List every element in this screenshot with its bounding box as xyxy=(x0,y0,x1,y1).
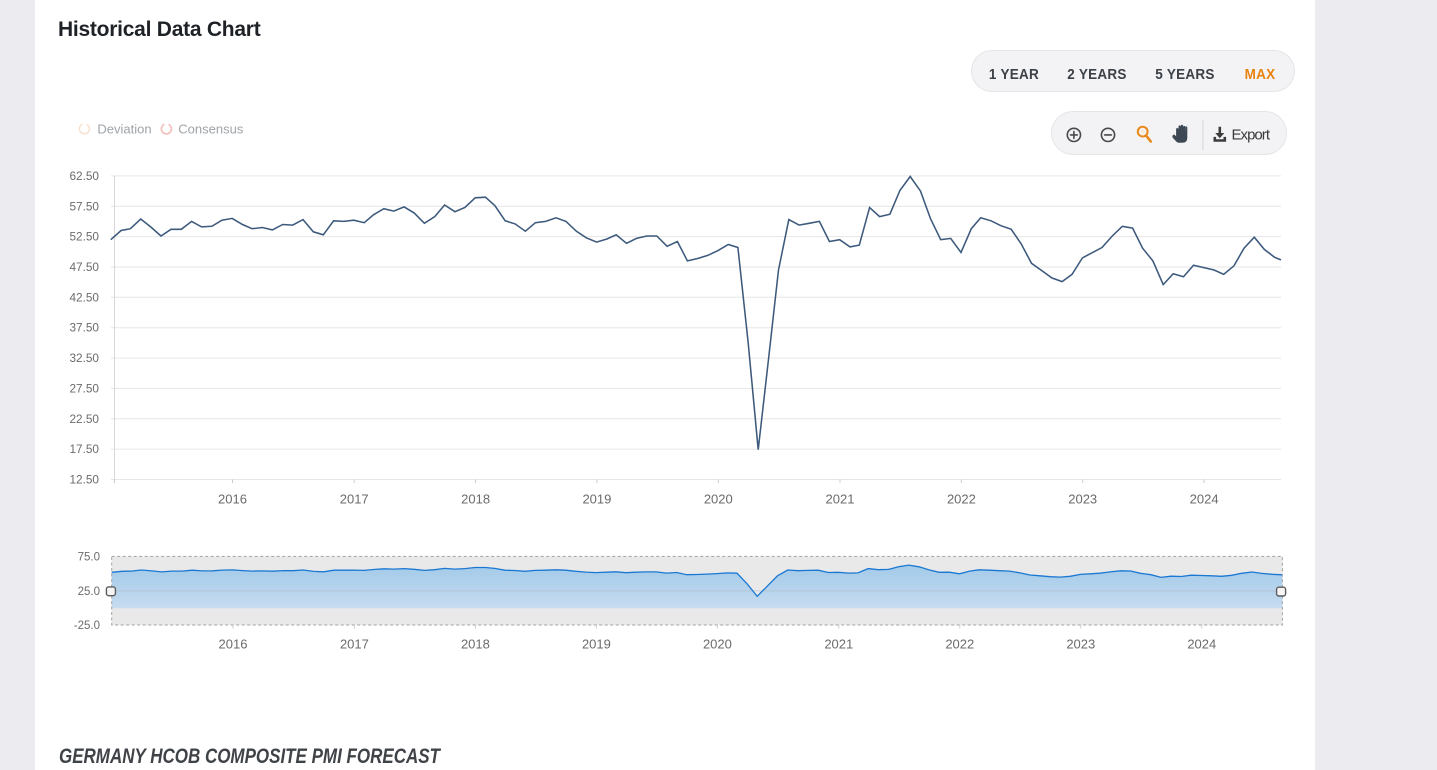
svg-text:2017: 2017 xyxy=(340,492,369,507)
svg-text:Deviation: Deviation xyxy=(97,121,151,136)
svg-text:2024: 2024 xyxy=(1190,492,1219,507)
svg-text:37.50: 37.50 xyxy=(69,321,99,335)
svg-text:2017: 2017 xyxy=(340,637,369,652)
svg-text:22.50: 22.50 xyxy=(69,412,99,426)
svg-text:47.50: 47.50 xyxy=(69,260,99,274)
svg-text:25.0: 25.0 xyxy=(78,586,100,598)
svg-text:27.50: 27.50 xyxy=(69,381,99,395)
svg-text:2019: 2019 xyxy=(582,492,611,507)
svg-text:2023: 2023 xyxy=(1066,637,1095,652)
svg-text:2019: 2019 xyxy=(582,637,611,652)
svg-text:2018: 2018 xyxy=(461,637,490,652)
svg-text:2022: 2022 xyxy=(947,492,976,507)
svg-text:32.50: 32.50 xyxy=(69,351,99,365)
svg-text:Export: Export xyxy=(1232,127,1271,144)
svg-text:2018: 2018 xyxy=(461,492,490,507)
svg-text:42.50: 42.50 xyxy=(69,290,99,304)
svg-text:2024: 2024 xyxy=(1187,637,1216,652)
svg-text:2023: 2023 xyxy=(1068,492,1097,507)
svg-text:75.0: 75.0 xyxy=(78,551,100,563)
svg-text:2022: 2022 xyxy=(945,637,974,652)
svg-text:2020: 2020 xyxy=(703,637,732,652)
svg-text:17.50: 17.50 xyxy=(69,442,99,456)
svg-text:2021: 2021 xyxy=(826,492,855,507)
svg-text:Consensus: Consensus xyxy=(178,121,244,136)
svg-text:-25.0: -25.0 xyxy=(74,620,100,632)
svg-text:62.50: 62.50 xyxy=(69,169,99,183)
svg-text:2021: 2021 xyxy=(824,637,853,652)
svg-text:57.50: 57.50 xyxy=(69,199,99,213)
svg-text:2020: 2020 xyxy=(704,492,733,507)
svg-text:2016: 2016 xyxy=(218,492,247,507)
svg-text:12.50: 12.50 xyxy=(69,473,99,487)
svg-text:2016: 2016 xyxy=(219,637,248,652)
svg-text:52.50: 52.50 xyxy=(69,230,99,244)
